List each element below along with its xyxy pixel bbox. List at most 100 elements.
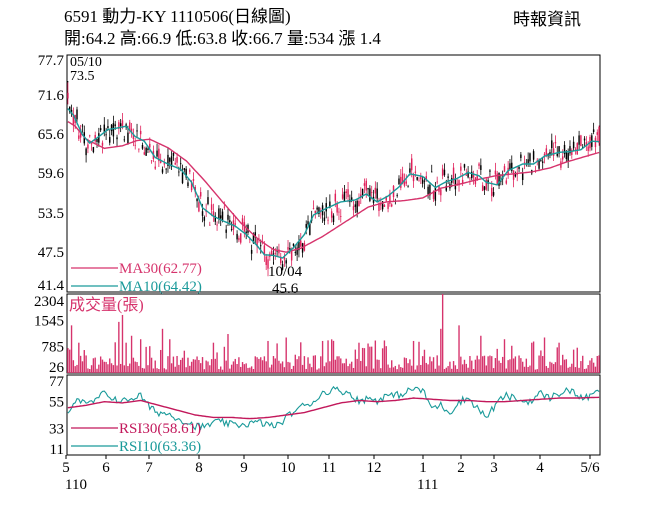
volume-bar xyxy=(103,361,105,373)
candle-body xyxy=(287,247,289,250)
volume-bar xyxy=(476,355,478,373)
volume-bar xyxy=(378,359,380,373)
candle-body xyxy=(116,137,118,140)
volume-bar xyxy=(545,366,548,373)
candle-body xyxy=(527,159,529,164)
candle-body xyxy=(358,201,360,207)
volume-bar xyxy=(247,367,249,373)
volume-bar xyxy=(296,359,298,373)
volume-bar xyxy=(376,359,378,373)
volume-bar xyxy=(280,363,282,373)
volume-bar xyxy=(343,363,346,373)
volume-bar xyxy=(125,342,127,373)
candle-body xyxy=(541,161,544,163)
candle-body xyxy=(229,220,231,223)
volume-bar xyxy=(116,365,118,373)
candle-body xyxy=(329,201,331,208)
candle-body xyxy=(87,144,89,149)
candle-body xyxy=(190,181,193,191)
candle-body xyxy=(367,188,369,190)
volume-bar xyxy=(92,358,95,373)
volume-bar xyxy=(563,359,566,373)
candle-body xyxy=(147,148,149,151)
volume-bar xyxy=(285,337,287,373)
volume-bar xyxy=(218,369,220,373)
volume-bar xyxy=(174,366,176,373)
volume-bar xyxy=(167,356,169,373)
volume-bar xyxy=(134,361,136,373)
volume-bar xyxy=(210,359,213,373)
candle-body xyxy=(354,204,357,207)
volume-bar xyxy=(230,364,233,373)
volume-bar xyxy=(452,361,455,373)
candle-body xyxy=(223,206,226,208)
volume-bar xyxy=(421,356,424,373)
volume-bar xyxy=(441,294,444,373)
candle-body xyxy=(480,165,482,170)
candle-body xyxy=(81,125,84,127)
candle-body xyxy=(294,252,297,253)
volume-bar xyxy=(369,346,371,373)
volume-bar xyxy=(456,368,458,373)
candle-body xyxy=(150,160,153,162)
candle-body xyxy=(343,191,346,202)
volume-bar xyxy=(467,367,469,373)
candle-body xyxy=(189,169,191,172)
candle-body xyxy=(396,194,398,196)
volume-bar xyxy=(465,363,467,373)
volume-bar xyxy=(90,365,93,373)
candle-body xyxy=(487,180,489,184)
volume-bar xyxy=(458,325,460,373)
candle-body xyxy=(460,166,462,171)
volume-bar xyxy=(329,361,331,373)
candle-body xyxy=(365,180,367,191)
candle-body xyxy=(503,166,506,172)
volume-bar xyxy=(460,356,462,373)
volume-bar xyxy=(425,362,427,373)
volume-bar xyxy=(129,363,131,373)
volume-bar xyxy=(303,356,306,373)
candle-body xyxy=(569,146,571,154)
candle-body xyxy=(212,211,215,216)
candle-body xyxy=(356,200,358,213)
volume-bar xyxy=(514,356,517,373)
candle-body xyxy=(383,205,386,207)
candle-body xyxy=(416,177,418,180)
volume-bar xyxy=(238,357,240,373)
candle-body xyxy=(509,163,511,170)
volume-bar xyxy=(323,366,326,373)
volume-bar xyxy=(334,359,337,373)
candle-body xyxy=(476,175,478,181)
volume-bar xyxy=(338,356,340,373)
x-tick-label: 4 xyxy=(536,460,544,476)
volume-bar xyxy=(398,364,400,373)
volume-bar xyxy=(431,361,433,373)
candle-body xyxy=(289,248,291,250)
candle-body xyxy=(489,170,491,172)
volume-bar xyxy=(572,349,575,373)
volume-bar xyxy=(300,342,302,373)
chart-title: 6591 動力-KY 1110506(日線圖) xyxy=(64,7,291,26)
volume-bar xyxy=(380,368,382,373)
volume-bar xyxy=(270,364,273,373)
volume-bar xyxy=(582,355,584,373)
volume-bar xyxy=(292,365,295,373)
candle-body xyxy=(441,168,444,176)
price-candles xyxy=(67,82,600,277)
candle-body xyxy=(583,138,586,141)
x-tick-label: 12 xyxy=(367,460,382,476)
volume-bar xyxy=(520,358,522,373)
candle-body xyxy=(452,167,455,181)
volume-bar xyxy=(181,357,184,373)
volume-bar xyxy=(76,364,78,373)
candle-body xyxy=(179,163,182,165)
volume-bar xyxy=(107,364,109,373)
volume-bar xyxy=(474,359,477,373)
volume-bar xyxy=(139,339,142,373)
volume-bar xyxy=(569,366,571,373)
panel-frames xyxy=(66,54,601,456)
volume-bar xyxy=(309,363,311,373)
rsi-tick-label: 55 xyxy=(49,395,64,411)
candle-body xyxy=(472,173,475,178)
volume-bar xyxy=(560,365,562,373)
